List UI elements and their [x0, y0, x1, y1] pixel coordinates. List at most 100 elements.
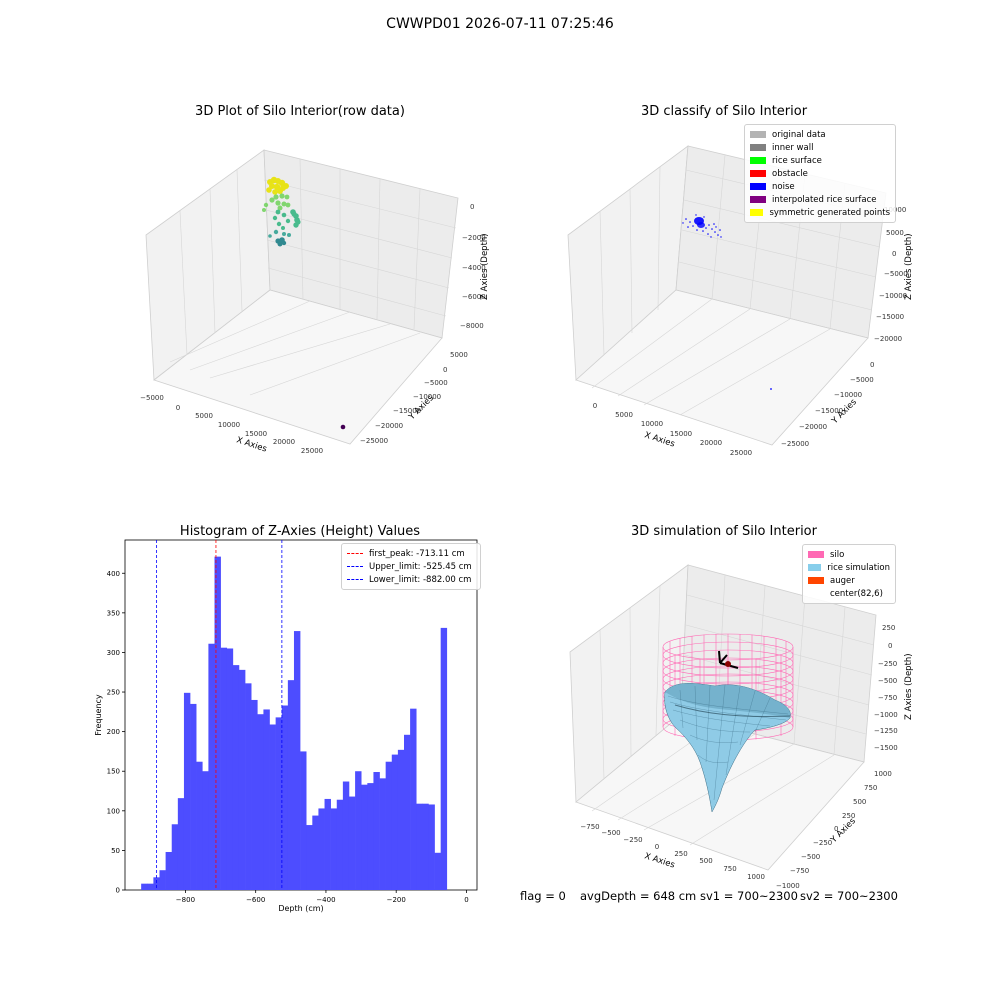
- histogram-bar: [312, 815, 319, 890]
- x-tick-label: −800: [176, 896, 195, 904]
- histogram-bar: [263, 709, 270, 890]
- chart1-points: [262, 176, 346, 430]
- svg-text:750: 750: [864, 784, 877, 792]
- legend-item-lower-limit: Lower_limit: -882.00 cm: [347, 573, 475, 586]
- svg-text:750: 750: [723, 865, 736, 873]
- legend-line-swatch: [347, 566, 363, 567]
- svg-text:−20000: −20000: [799, 423, 827, 431]
- svg-text:−15000: −15000: [876, 313, 904, 321]
- svg-text:500: 500: [853, 798, 866, 806]
- histogram-bar: [385, 761, 393, 890]
- svg-text:−6000: −6000: [462, 293, 486, 301]
- histogram-bar: [342, 781, 350, 890]
- svg-text:−10000: −10000: [413, 393, 441, 401]
- svg-text:10000: 10000: [641, 420, 663, 428]
- y-tick-label: 0: [116, 887, 120, 895]
- chart1-raw-scatter-3d: −5000 0 5000 10000 15000 20000 25000 500…: [140, 149, 490, 455]
- legend-swatch: [750, 196, 766, 203]
- svg-text:−5000: −5000: [884, 270, 908, 278]
- histogram-bar: [287, 680, 295, 890]
- svg-text:15000: 15000: [670, 430, 692, 438]
- x-tick-label: −600: [246, 896, 265, 904]
- chart4-auger-marker: [718, 650, 739, 669]
- svg-text:−5000: −5000: [140, 394, 164, 402]
- svg-text:−250: −250: [813, 839, 832, 847]
- x-tick-label: −200: [387, 896, 406, 904]
- chart3-y-ticks: 0 50 100 150 200 250 300 350 400: [107, 570, 125, 895]
- chart3-x-ticks: −800 −600 −400 −200 0: [176, 890, 469, 904]
- histogram-bar: [190, 703, 197, 890]
- svg-text:1000: 1000: [874, 770, 892, 778]
- histogram-bar: [416, 803, 423, 890]
- legend-swatch: [750, 131, 766, 138]
- legend-swatch: [808, 577, 824, 584]
- y-tick-label: 300: [107, 649, 120, 657]
- chart4-legend: silo rice simulation auger center(82,6): [802, 544, 896, 604]
- legend-swatch: [750, 209, 764, 216]
- svg-text:−500: −500: [878, 677, 897, 685]
- legend-item-rice-simulation: rice simulation: [808, 561, 890, 574]
- svg-text:−250: −250: [878, 660, 897, 668]
- svg-text:−15000: −15000: [815, 407, 843, 415]
- chart2-title: 3D classify of Silo Interior: [640, 104, 808, 119]
- legend-swatch: [750, 144, 766, 151]
- chart3-histogram: −800 −600 −400 −200 0 0 50 100 150 200 250 300 350 4…: [94, 539, 478, 913]
- svg-text:−1250: −1250: [874, 727, 898, 735]
- legend-swatch: [808, 590, 824, 597]
- legend-item-rice-surface: rice surface: [750, 154, 890, 167]
- y-tick-label: 50: [111, 847, 120, 855]
- legend-item-silo: silo: [808, 548, 890, 561]
- svg-text:−500: −500: [801, 853, 820, 861]
- chart4-ylabel: Y Axies: [828, 816, 858, 846]
- svg-text:−10000: −10000: [879, 292, 907, 300]
- histogram-bar: [281, 705, 289, 890]
- svg-text:−250: −250: [623, 836, 642, 844]
- histogram-bar: [257, 714, 264, 890]
- svg-text:−500: −500: [601, 829, 620, 837]
- svg-text:0: 0: [593, 402, 597, 410]
- legend-swatch: [808, 564, 822, 571]
- svg-text:5000: 5000: [886, 229, 904, 237]
- legend-swatch: [808, 551, 824, 558]
- histogram-bar: [300, 751, 307, 890]
- svg-text:15000: 15000: [245, 430, 267, 438]
- svg-text:−25000: −25000: [781, 440, 809, 448]
- svg-text:−10000: −10000: [834, 391, 862, 399]
- svg-text:0: 0: [870, 361, 874, 369]
- histogram-bar: [361, 784, 368, 890]
- svg-text:5000: 5000: [615, 411, 633, 419]
- chart4-simulation-3d: −750 −500 −250 0 250 500 750 1000 1000 7…: [569, 564, 914, 890]
- histogram-bar: [153, 877, 160, 890]
- svg-text:0: 0: [443, 366, 447, 374]
- svg-text:−1500: −1500: [874, 744, 898, 752]
- svg-text:−4000: −4000: [462, 264, 486, 272]
- histogram-bar: [379, 778, 386, 890]
- svg-text:20000: 20000: [273, 438, 295, 446]
- legend-item-obstacle: obstacle: [750, 167, 890, 180]
- legend-item-interpolated-rice-surface: interpolated rice surface: [750, 193, 890, 206]
- histogram-bar: [220, 647, 228, 890]
- svg-text:0: 0: [655, 843, 659, 851]
- y-tick-label: 100: [107, 807, 120, 815]
- histogram-bar: [410, 708, 417, 890]
- chart1-title: 3D Plot of Silo Interior(row data): [195, 104, 405, 119]
- svg-text:0: 0: [892, 250, 896, 258]
- histogram-bar: [324, 798, 331, 890]
- x-tick-label: −400: [316, 896, 335, 904]
- histogram-bar: [373, 772, 380, 890]
- svg-text:5000: 5000: [195, 412, 213, 420]
- legend-item-first-peak: first_peak: -713.11 cm: [347, 547, 475, 560]
- legend-item-upper-limit: Upper_limit: -525.45 cm: [347, 560, 475, 573]
- svg-text:5000: 5000: [450, 351, 468, 359]
- chart1-zlabel: Z Axies (Depth): [480, 233, 490, 300]
- chart3-title: Histogram of Z-Axies (Height) Values: [179, 524, 421, 539]
- svg-text:250: 250: [674, 850, 687, 858]
- histogram-bar: [202, 771, 209, 890]
- svg-text:25000: 25000: [301, 447, 323, 455]
- svg-text:0: 0: [834, 825, 838, 833]
- histogram-bar: [183, 692, 191, 890]
- histogram-bar: [367, 783, 374, 890]
- chart3-bars: [141, 556, 448, 890]
- legend-item-inner-wall: inner wall: [750, 141, 890, 154]
- legend-item-center: center(82,6): [808, 587, 890, 600]
